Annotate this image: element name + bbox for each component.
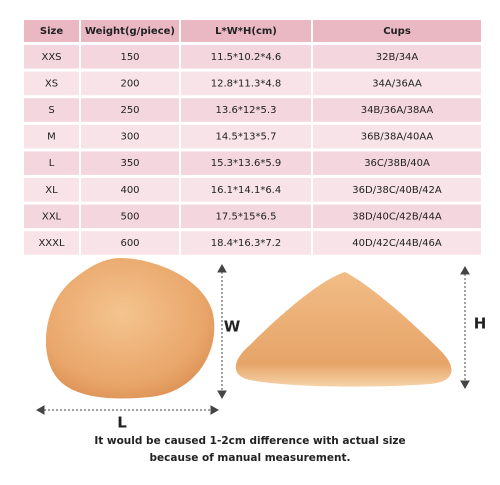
table-cell — [313, 231, 481, 255]
header-text: Size — [40, 26, 63, 37]
size-table: Size Weight(g/piece) L*W*H(cm) Cups XXS 150 11… — [24, 20, 481, 255]
cell-text: 150 — [120, 52, 139, 63]
cell-text: 12.8*11.3*4.8 — [211, 78, 281, 89]
table-cell — [24, 204, 79, 229]
table-cell — [24, 151, 79, 175]
dim-label: W — [224, 318, 241, 336]
table-cell — [313, 45, 481, 69]
header-cell — [81, 20, 179, 42]
cell-text: XXXL — [38, 238, 65, 249]
table-cell — [313, 71, 481, 96]
table-cell — [81, 71, 179, 96]
cell-text: 36C/38B/40A — [364, 158, 430, 169]
cell-text: 34B/36A/38AA — [361, 105, 434, 116]
cell-text: 500 — [120, 211, 139, 222]
cell-text: L — [49, 158, 55, 169]
cell-text: 32B/34A — [376, 52, 419, 63]
cell-text: 40D/42C/44B/46A — [352, 238, 442, 249]
table-cell — [24, 231, 79, 255]
cell-text: 38D/40C/42B/44A — [352, 211, 442, 222]
cell-text: 16.1*14.1*6.4 — [211, 185, 281, 196]
cell-text: XXS — [41, 52, 61, 63]
table-cell — [181, 231, 311, 255]
cell-text: 400 — [120, 185, 139, 196]
cell-text: 13.6*12*5.3 — [216, 105, 277, 116]
cell-text: 15.3*13.6*5.9 — [211, 158, 281, 169]
cell-text: 14.5*13*5.7 — [216, 132, 277, 143]
table-cell — [181, 178, 311, 202]
table-cell — [24, 98, 79, 122]
table-cell — [81, 204, 179, 229]
cell-text: 250 — [120, 105, 139, 116]
table-cell — [81, 98, 179, 122]
table-cell — [81, 124, 179, 149]
table-cell — [181, 98, 311, 122]
table-cell — [181, 45, 311, 69]
right-form — [235, 272, 452, 387]
table-cell — [24, 71, 79, 96]
table-cell — [313, 204, 481, 229]
cell-text: 300 — [120, 132, 139, 143]
table-cell — [181, 71, 311, 96]
header-text: Weight(g/piece) — [85, 26, 175, 37]
table-cell — [24, 124, 79, 149]
cell-text: 34A/36AA — [372, 78, 422, 89]
table-cell — [81, 45, 179, 69]
table-cell — [24, 178, 79, 202]
left-form — [45, 258, 215, 399]
table-cell — [24, 45, 79, 69]
table-cell — [181, 124, 311, 149]
header-cell — [181, 20, 311, 42]
cell-text: S — [48, 105, 54, 116]
cell-text: XXL — [42, 211, 62, 222]
table-cell — [181, 204, 311, 229]
table-cell — [313, 98, 481, 122]
table-cell — [181, 151, 311, 175]
cell-text: 36D/38C/40B/42A — [352, 185, 442, 196]
dim-label: H — [474, 315, 487, 333]
table-cell — [313, 124, 481, 149]
dimension-lines — [35, 263, 470, 415]
header-cell — [24, 20, 79, 42]
cell-text: 200 — [120, 78, 139, 89]
header-text: Cups — [383, 26, 411, 37]
cell-text: M — [47, 132, 56, 143]
header-cell — [313, 20, 481, 42]
header-text: L*W*H(cm) — [215, 26, 277, 37]
table-cell — [313, 151, 481, 175]
cell-text: XL — [45, 185, 58, 196]
table-cell — [313, 178, 481, 202]
note-line: It would be caused 1-2cm difference with… — [94, 435, 405, 447]
note-line: because of manual measurement. — [150, 452, 351, 464]
cell-text: 18.4*16.3*7.2 — [211, 238, 281, 249]
table-cell — [81, 231, 179, 255]
dim-label: L — [117, 414, 127, 432]
cell-text: 350 — [120, 158, 139, 169]
cell-text: 36B/38A/40AA — [361, 132, 434, 143]
table-cell — [81, 178, 179, 202]
cell-text: 17.5*15*6.5 — [216, 211, 277, 222]
table-cell — [81, 151, 179, 175]
cell-text: 600 — [120, 238, 139, 249]
cell-text: 11.5*10.2*4.6 — [211, 52, 281, 63]
cell-text: XS — [45, 78, 58, 89]
